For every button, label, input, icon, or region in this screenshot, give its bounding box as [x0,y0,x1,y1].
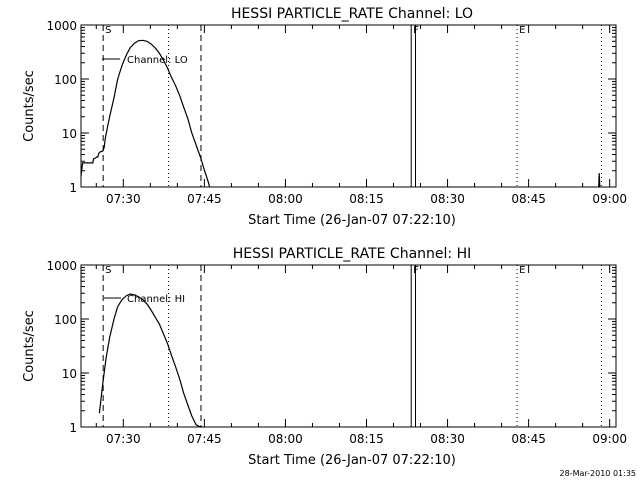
y-tick-label: 1 [69,421,77,435]
x-tick-label: 08:15 [349,432,384,446]
panel-lo-legend: Channel: LO [102,55,188,66]
y-tick-label: 100 [54,313,77,327]
panel-hi-legend: Channel: HI [104,294,185,305]
x-tick-label: 08:00 [268,192,303,206]
x-tick-label: 08:15 [349,192,384,206]
panel-lo: HESSI PARTICLE_RATE Channel: LO Counts/s… [22,6,627,228]
x-tick-label: 08:45 [511,432,546,446]
time-marker-label: E [519,25,525,36]
panel-lo-series [80,39,601,188]
x-tick-label: 07:30 [106,192,141,206]
x-tick-label: 07:30 [106,432,141,446]
panel-hi-series [98,293,203,428]
panel-hi-x-axis-label: Start Time (26-Jan-07 07:22:10) [248,453,456,468]
panel-hi-y-axis-label: Counts/sec [22,310,37,382]
time-marker-label: F [413,25,419,36]
y-tick-label: 1 [69,181,77,195]
time-marker-label: S [105,25,111,36]
panel-hi-title: HESSI PARTICLE_RATE Channel: HI [233,246,471,262]
y-tick-label: 1000 [46,259,77,273]
panel-lo-ticks: 07:30 07:45 08:00 08:15 08:30 08:45 09:00 1000 1… [46,19,627,206]
x-tick-label: 08:30 [430,192,465,206]
x-tick-label: 08:00 [268,432,303,446]
x-tick-label: 09:00 [592,432,627,446]
series-line [80,39,211,188]
x-tick-label: 08:45 [511,192,546,206]
series-line [598,173,601,188]
panel-hi: HESSI PARTICLE_RATE Channel: HI Counts/s… [22,246,627,468]
series-line [98,293,203,428]
panel-hi-plot-area [80,264,617,428]
y-tick-label: 1000 [46,19,77,33]
y-tick-label: 10 [62,127,77,141]
panel-lo-title: HESSI PARTICLE_RATE Channel: LO [231,6,473,22]
footer-timestamp: 28-Mar-2010 01:35 [560,469,637,478]
panel-hi-ticks: 07:30 07:45 08:00 08:15 08:30 08:45 09:00 1000 1… [46,259,627,446]
panel-lo-plot-area [80,24,617,188]
panel-hi-legend-label: Channel: HI [127,294,185,305]
x-tick-label: 07:45 [187,192,222,206]
panel-lo-y-axis-label: Counts/sec [22,70,37,142]
time-marker-label: S [105,265,111,276]
time-marker-label: E [519,265,525,276]
y-tick-label: 100 [54,73,77,87]
x-tick-label: 08:30 [430,432,465,446]
x-tick-label: 07:45 [187,432,222,446]
y-tick-label: 10 [62,367,77,381]
panel-lo-legend-label: Channel: LO [127,55,188,66]
x-tick-label: 09:00 [592,192,627,206]
panel-lo-x-axis-label: Start Time (26-Jan-07 07:22:10) [248,213,456,228]
time-marker-label: F [413,265,419,276]
